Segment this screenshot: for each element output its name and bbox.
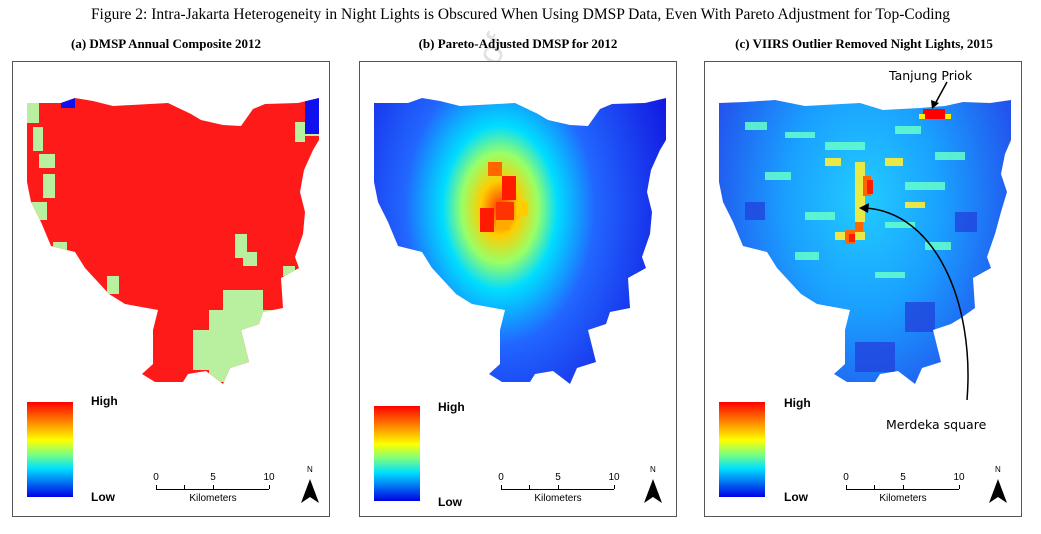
scale-tick bbox=[156, 485, 157, 489]
scale-tick-label: 5 bbox=[900, 472, 906, 483]
scale-tick bbox=[959, 485, 960, 489]
panel-a-scalebar: 0 5 10 Kilometers bbox=[149, 472, 289, 518]
scale-unit-label: Kilometers bbox=[189, 493, 237, 504]
scale-tick-label: 0 bbox=[498, 472, 504, 483]
panel-b-scalebar: 0 5 10 Kilometers bbox=[494, 472, 634, 518]
figure-title: Figure 2: Intra-Jakarta Heterogeneity in… bbox=[90, 6, 951, 23]
scale-tick-label: 5 bbox=[555, 472, 561, 483]
panel-b-legend-low: Low bbox=[438, 495, 462, 509]
scale-tick bbox=[184, 485, 185, 489]
panel-c-legend-bar bbox=[719, 402, 765, 497]
scale-tick bbox=[903, 485, 904, 489]
panel-c-legend-high: High bbox=[784, 396, 811, 410]
panel-c-scalebar: 0 5 10 Kilometers bbox=[839, 472, 979, 518]
scale-tick-label: 0 bbox=[843, 472, 849, 483]
scale-tick bbox=[269, 485, 270, 489]
north-arrow-icon bbox=[644, 479, 662, 503]
scale-tick bbox=[529, 485, 530, 489]
scale-unit-label: Kilometers bbox=[534, 493, 582, 504]
scale-unit-label: Kilometers bbox=[879, 493, 927, 504]
panel-b-raster bbox=[374, 98, 666, 384]
panel-a-map: High Low 0 5 10 Kilometers N bbox=[12, 61, 330, 517]
tanjung-priok-arrow bbox=[934, 81, 948, 105]
scale-tick bbox=[501, 485, 502, 489]
scale-line bbox=[846, 489, 959, 490]
panel-c-title: (c) VIIRS Outlier Removed Night Lights, … bbox=[735, 36, 993, 51]
merdeka-arrow bbox=[864, 207, 969, 401]
panel-b-legend-high: High bbox=[438, 400, 465, 414]
panel-c-map: Tanjung Priok Merdeka square High Low 0 … bbox=[704, 61, 1022, 517]
scale-tick bbox=[558, 485, 559, 489]
panel-a-legend-high: High bbox=[91, 394, 118, 408]
scale-tick-label: 0 bbox=[153, 472, 159, 483]
tanjung-priok-hotspot bbox=[923, 109, 945, 119]
scale-tick bbox=[614, 485, 615, 489]
panel-c-legend-low: Low bbox=[784, 490, 808, 504]
north-label: N bbox=[307, 465, 313, 474]
panel-b-title: (b) Pareto-Adjusted DMSP for 2012 bbox=[418, 36, 618, 51]
panel-a-title: (a) DMSP Annual Composite 2012 bbox=[71, 36, 261, 51]
scale-tick bbox=[213, 485, 214, 489]
scale-tick-label: 10 bbox=[608, 472, 620, 483]
panel-a-north-arrow: N bbox=[299, 465, 323, 507]
scale-line bbox=[501, 489, 614, 490]
scale-tick-label: 10 bbox=[953, 472, 965, 483]
panel-b-north-arrow: N bbox=[642, 465, 666, 507]
scale-tick-label: 5 bbox=[210, 472, 216, 483]
panel-a-legend-low: Low bbox=[91, 490, 115, 504]
panel-a-legend-bar bbox=[27, 402, 73, 497]
panel-b-legend-bar bbox=[374, 406, 420, 501]
north-label: N bbox=[650, 465, 656, 474]
north-label: N bbox=[995, 465, 1001, 474]
scale-tick-label: 10 bbox=[263, 472, 275, 483]
tanjung-priok-label: Tanjung Priok bbox=[889, 68, 973, 83]
north-arrow-icon bbox=[989, 479, 1007, 503]
panel-c-north-arrow: N bbox=[987, 465, 1011, 507]
scale-line bbox=[156, 489, 269, 490]
panel-b-map: High Low 0 5 10 Kilometers N bbox=[359, 61, 677, 517]
panel-a-raster bbox=[27, 98, 319, 384]
panel-c-raster bbox=[719, 81, 1011, 401]
merdeka-square-label: Merdeka square bbox=[886, 417, 987, 432]
north-arrow-icon bbox=[301, 479, 319, 503]
scale-tick bbox=[874, 485, 875, 489]
scale-tick bbox=[846, 485, 847, 489]
